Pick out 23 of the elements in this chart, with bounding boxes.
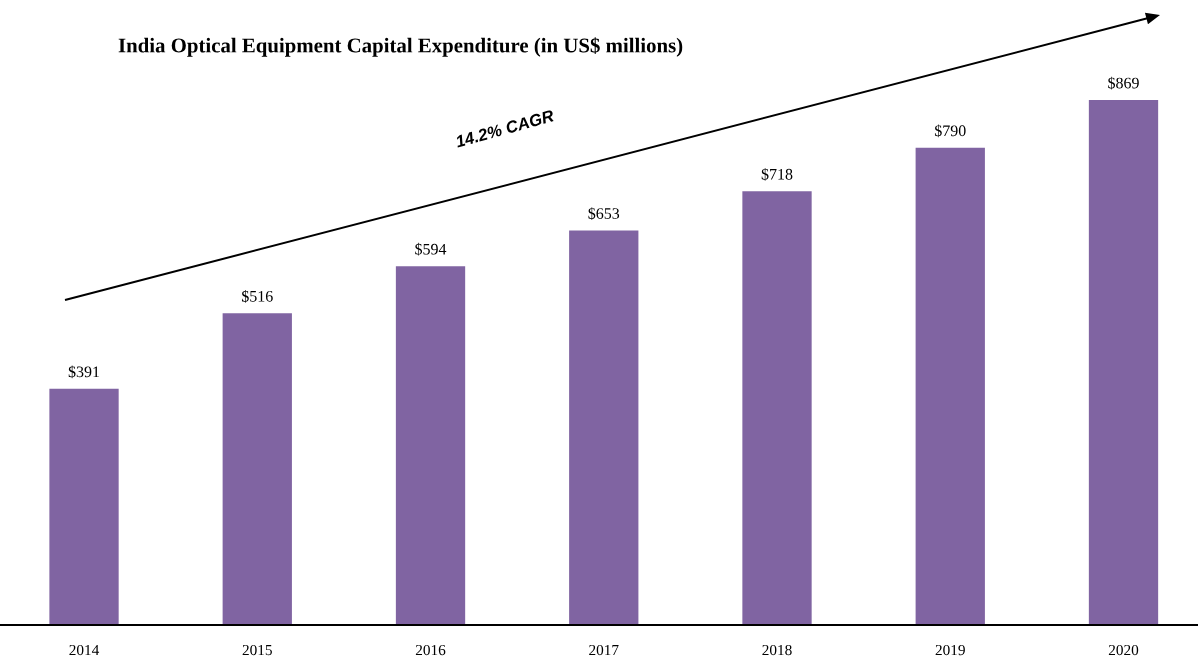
bar — [742, 191, 812, 625]
data-label: $869 — [1108, 76, 1139, 90]
x-tick-label: 2018 — [762, 644, 792, 656]
x-tick-label: 2020 — [1108, 644, 1139, 656]
x-tick-label: 2017 — [589, 644, 619, 656]
data-label: $391 — [68, 365, 100, 379]
chart-title: India Optical Equipment Capital Expenditure (in US$ millions) — [118, 37, 683, 57]
data-label: $594 — [415, 242, 447, 256]
x-tick-label: 2015 — [242, 644, 272, 656]
bar — [915, 147, 985, 625]
bar — [569, 230, 639, 625]
bar — [395, 266, 466, 625]
bar — [49, 388, 119, 625]
bar — [1088, 100, 1159, 625]
data-label: $718 — [761, 167, 793, 181]
annotation: 14.2% CAGR — [454, 109, 555, 148]
bar — [222, 313, 292, 625]
data-label: $653 — [588, 207, 620, 220]
x-tick-label: 2016 — [415, 644, 446, 656]
data-label: $790 — [934, 124, 966, 138]
x-tick-label: 2019 — [935, 644, 965, 656]
data-label: $516 — [241, 289, 273, 303]
x-tick-label: 2014 — [69, 644, 100, 656]
